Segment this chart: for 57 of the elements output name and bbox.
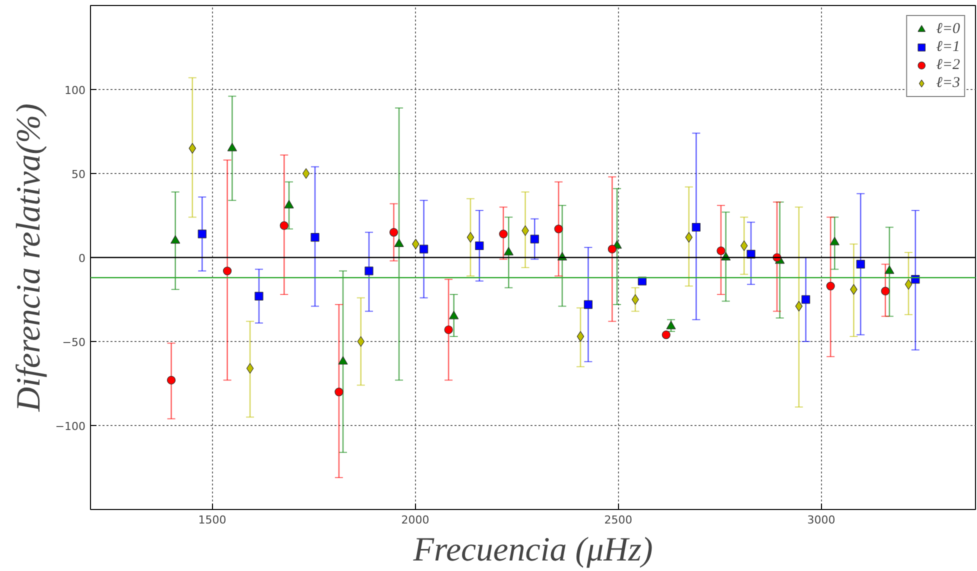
point — [198, 230, 206, 238]
y-tick-label: 50 — [72, 168, 86, 181]
point — [188, 143, 196, 154]
point — [444, 325, 453, 334]
point — [419, 244, 428, 254]
point — [364, 266, 374, 276]
point — [802, 295, 810, 304]
point — [166, 376, 176, 384]
point — [685, 232, 693, 243]
point — [254, 292, 264, 300]
x-tick-label: 2500 — [604, 514, 632, 526]
point — [284, 200, 294, 208]
point — [499, 230, 508, 238]
point — [584, 300, 593, 309]
point — [449, 310, 459, 320]
legend-label: ℓ=0 — [936, 20, 960, 38]
point — [830, 236, 840, 246]
point — [280, 221, 288, 230]
point — [389, 228, 398, 237]
x-tick-label: 2000 — [401, 514, 430, 526]
point — [246, 363, 254, 374]
point — [357, 336, 365, 347]
y-tick-label: 100 — [64, 84, 86, 97]
legend-label: ℓ=1 — [936, 38, 960, 56]
point — [576, 331, 584, 342]
point — [904, 279, 912, 290]
point — [692, 222, 700, 232]
point — [310, 233, 320, 242]
point — [856, 260, 865, 269]
y-axis-title: Diferencia relativa(%) — [10, 103, 48, 413]
point — [170, 235, 180, 244]
x-tick-label: 1500 — [198, 514, 226, 526]
y-tick-label: −50 — [62, 336, 86, 349]
point — [227, 142, 237, 152]
point — [504, 246, 514, 256]
point — [608, 244, 616, 254]
point — [662, 330, 670, 340]
x-tick-label: 3000 — [807, 514, 836, 526]
point — [554, 224, 563, 234]
point — [466, 232, 474, 243]
y-tick-label: −100 — [55, 420, 86, 433]
point — [338, 356, 348, 365]
point — [334, 388, 344, 396]
y-tick-label: 0 — [78, 252, 86, 265]
point — [666, 320, 676, 330]
point — [302, 168, 310, 179]
point — [884, 265, 894, 274]
point — [716, 246, 726, 256]
legend-label: ℓ=3 — [936, 74, 960, 92]
point — [475, 241, 484, 250]
legend-label: ℓ=2 — [936, 56, 960, 74]
x-axis-title: Frecuencia (μHz) — [412, 532, 653, 568]
point — [530, 234, 539, 244]
point — [826, 282, 835, 290]
point — [881, 286, 890, 296]
point — [223, 266, 232, 276]
point — [394, 238, 404, 247]
